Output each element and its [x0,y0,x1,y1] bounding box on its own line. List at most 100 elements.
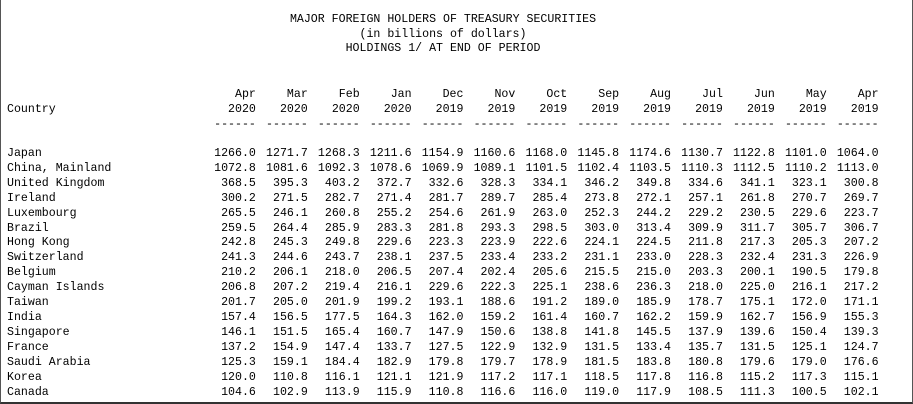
table-row: Luxembourg 265.5 246.1 260.8 255.2 254.6 261.9… [7,207,879,222]
holding-value: 231.1 [584,251,620,265]
holding-value: 349.8 [636,176,672,190]
holding-value: 127.5 [428,341,464,354]
holding-value: 224.1 [584,236,620,250]
holding-value: 172.0 [791,296,827,310]
column-header-month: Dec [442,88,464,101]
holding-value: 298.5 [532,221,568,235]
holding-value: 171.1 [843,296,879,310]
holding-value: 224.5 [636,236,672,250]
holding-value: 116.0 [532,385,568,399]
holding-value: 118.5 [584,370,620,384]
holding-value: 1102.4 [577,161,620,175]
report-title-block: MAJOR FOREIGN HOLDERS OF TREASURY SECURI… [0,13,886,57]
holding-value: 145.5 [636,326,672,340]
holding-value: 261.9 [480,206,516,220]
holding-value: 217.2 [843,281,879,295]
holding-value: 260.8 [324,206,360,220]
column-separator: ------ [577,117,620,131]
holding-value: 265.5 [221,206,256,220]
column-header-year: 2020 [228,102,256,116]
holding-value: 116.1 [324,370,360,384]
holding-value: 189.0 [584,296,620,310]
holding-value: 179.8 [428,355,464,369]
holding-value: 207.2 [272,281,308,295]
holding-value: 115.9 [376,385,412,399]
column-separator: ------ [266,117,308,131]
country-name: Canada [7,385,49,399]
holding-value: 117.8 [636,370,672,384]
holding-value: 264.4 [272,221,308,235]
holding-value: 303.0 [584,221,620,235]
holding-value: 185.9 [636,296,672,310]
column-separator: ------ [525,117,568,131]
holding-value: 270.7 [791,191,827,205]
table-row: Japan 1266.0 1271.7 1268.3 1211.6 1154.9 1160.… [7,147,879,162]
holding-value: 237.5 [428,251,464,265]
column-header-year: 2019 [695,102,723,116]
column-separator: ------ [784,117,827,131]
holding-value: 1168.0 [525,146,568,160]
holding-value: 281.8 [428,221,464,235]
column-separator: ------ [681,117,723,131]
table-row: Hong Kong 242.8 245.3 249.8 229.6 223.3 223.9 2… [7,236,879,251]
holding-value: 244.2 [636,206,672,220]
holding-value: 147.9 [428,326,464,340]
table-row: India 157.4 156.5 177.5 164.3 162.0 159.2 161.4… [7,311,879,326]
holding-value: 300.2 [221,191,256,205]
holding-value: 285.4 [532,191,568,205]
holding-value: 110.8 [428,385,464,399]
holding-value: 113.9 [324,385,360,399]
holding-value: 159.1 [272,355,308,369]
holding-value: 162.0 [428,311,464,325]
holding-value: 216.1 [376,281,412,295]
country-name: Singapore [7,326,70,340]
column-header-year: 2020 [383,102,412,116]
holding-value: 229.6 [376,236,412,250]
table-row: Belgium 210.2 206.1 218.0 206.5 207.4 202.4 205… [7,266,879,281]
holding-value: 206.8 [221,281,256,295]
holding-value: 125.3 [221,355,256,369]
holding-value: 328.3 [480,176,516,190]
holding-value: 116.6 [480,385,516,399]
table-row: Canada 104.6 102.9 113.9 115.9 110.8 116.6 116.… [7,386,879,401]
holding-value: 210.2 [221,266,256,280]
holding-value: 230.5 [740,206,775,220]
holding-value: 1271.7 [266,146,308,160]
column-header-year: 2019 [798,102,827,116]
holding-value: 282.7 [324,191,360,205]
holding-value: 183.8 [636,355,672,369]
holding-value: 263.0 [532,206,568,220]
table-row: Ireland 300.2 271.5 282.7 271.4 281.7 289.7 285… [7,192,879,207]
holding-value: 161.4 [532,311,568,325]
holding-value: 102.1 [843,385,879,399]
holding-value: 215.5 [584,266,620,280]
holding-value: 111.3 [740,385,775,399]
holding-value: 156.9 [791,311,827,325]
column-separator: ------ [473,117,516,131]
holding-value: 223.3 [428,236,464,250]
holding-value: 313.4 [636,221,672,235]
holding-value: 178.7 [688,296,723,310]
holding-value: 132.9 [532,341,568,354]
country-name: Korea [7,370,42,384]
holding-value: 1145.8 [577,146,620,160]
holding-value: 257.1 [688,191,723,205]
country-name: Taiwan [7,296,49,310]
holding-value: 1113.0 [836,161,879,175]
country-name: Belgium [7,266,56,280]
holding-value: 117.3 [791,370,827,384]
holding-value: 300.8 [843,176,879,190]
holding-value: 190.5 [791,266,827,280]
holding-value: 108.5 [688,385,723,399]
holding-value: 1081.6 [266,161,308,175]
column-separator: ------ [214,117,256,131]
column-header-month: Sep [598,88,620,101]
holding-value: 191.2 [532,296,568,310]
country-name: Saudi Arabia [7,355,91,369]
holding-value: 181.5 [584,355,620,369]
holding-value: 218.0 [688,281,723,295]
country-name: Ireland [7,191,56,205]
holding-value: 271.4 [376,191,412,205]
column-header-month: Feb [338,88,360,101]
holding-value: 193.1 [428,296,464,310]
